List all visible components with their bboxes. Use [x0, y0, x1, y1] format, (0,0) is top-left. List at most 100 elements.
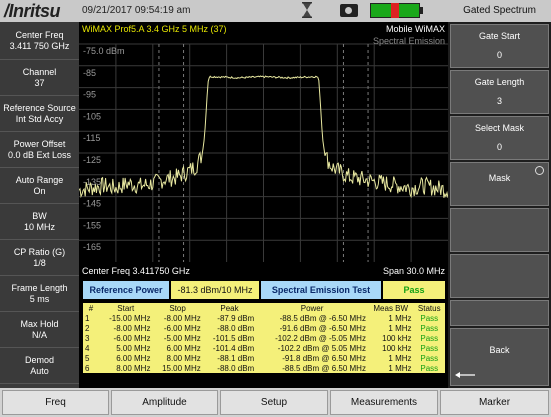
max-hold-param[interactable]: Max Hold N/A	[0, 312, 79, 348]
back-arrow-icon	[455, 372, 475, 378]
power-offset-param[interactable]: Power Offset 0.0 dB Ext Loss	[0, 132, 79, 168]
blank-softkey-3[interactable]	[450, 300, 549, 326]
y-tick-label: -105	[83, 111, 101, 121]
hourglass-icon	[302, 2, 312, 18]
cell-stop: -6.00 MHz	[163, 323, 201, 333]
demod-param[interactable]: Demod Auto	[0, 348, 79, 384]
param-label: Center Freq	[15, 29, 64, 40]
param-value: 37	[34, 77, 45, 88]
main-menu-bar: Freq Amplitude Setup Measurements Marker	[0, 388, 551, 417]
cell-peak: -101.5 dBm	[212, 333, 255, 343]
param-value: Auto	[30, 365, 49, 376]
table-header-row: # Start Stop Peak Power Meas BW Status	[83, 303, 445, 313]
button-label: Gate Start	[478, 31, 521, 41]
cell-start: 5.00 MHz	[116, 343, 151, 353]
param-label: Reference Source	[3, 102, 76, 113]
camera-icon	[340, 4, 358, 17]
cell-status: Pass	[420, 333, 439, 343]
spectrum-trace	[79, 75, 448, 199]
softkey-panel: Gated Spectrum Gate Start 0 Gate Length …	[448, 0, 551, 388]
auto-range-param[interactable]: Auto Range On	[0, 168, 79, 204]
span-readout: Span 30.0 MHz	[382, 266, 445, 276]
cell-peak: -88.1 dBm	[217, 353, 255, 363]
datetime-display: 09/21/2017 09:54:19 am	[82, 5, 191, 16]
cell-status: Pass	[420, 343, 439, 353]
cell-stop: 6.00 MHz	[166, 343, 201, 353]
cell-start: -8.00 MHz	[113, 323, 151, 333]
mode-label: WiMAX Prof5.A 3.4 GHz 5 MHz (37)	[82, 24, 227, 34]
back-button[interactable]: Back	[450, 328, 549, 386]
param-value: On	[33, 185, 46, 196]
cell-meas-bw: 1 MHz	[388, 313, 412, 323]
cell-index: 4	[85, 343, 90, 353]
gate-start-button[interactable]: Gate Start 0	[450, 24, 549, 68]
y-tick-label: -75.0 dBm	[83, 46, 125, 56]
param-value: N/A	[31, 329, 47, 340]
cell-meas-bw: 100 kHz	[382, 343, 412, 353]
y-tick-label: -155	[83, 220, 101, 230]
cell-status: Pass	[420, 323, 439, 333]
standard-label: Mobile WiMAX	[385, 24, 445, 34]
param-value: 3.411 750 GHz	[9, 40, 70, 51]
results-bar: Reference Power -81.3 dBm/10 MHz Spectra…	[83, 281, 445, 299]
cell-status: Pass	[420, 313, 439, 323]
table-row: 1 -15.00 MHz -8.00 MHz -87.9 dBm -88.5 d…	[83, 313, 445, 323]
cp-ratio-param[interactable]: CP Ratio (G) 1/8	[0, 240, 79, 276]
y-tick-label: -165	[83, 242, 101, 252]
measurements-menu-button[interactable]: Measurements	[330, 390, 438, 415]
reference-source-param[interactable]: Reference Source Int Std Accy	[0, 96, 79, 132]
cell-meas-bw: 1 MHz	[388, 323, 412, 333]
test-status-badge: Pass	[383, 281, 445, 299]
reference-power-label: Reference Power	[83, 281, 169, 299]
table-row: 2 -8.00 MHz -6.00 MHz -88.0 dBm -91.6 dB…	[83, 323, 445, 333]
measurement-display: -75.0 dBm -85 -95 -105 -115 -125 -135 -145 -155 -…	[79, 22, 448, 388]
mask-button[interactable]: Mask	[450, 162, 549, 206]
spectrum-plot: -75.0 dBm -85 -95 -105 -115 -125 -135 -145 -155 -…	[79, 43, 448, 262]
y-tick-label: -95	[83, 90, 96, 100]
cell-peak: -101.4 dBm	[212, 343, 255, 353]
setup-menu-button[interactable]: Setup	[220, 390, 328, 415]
cell-meas-bw: 100 kHz	[382, 333, 412, 343]
button-value: 3	[496, 96, 502, 106]
button-label: Back	[489, 345, 510, 355]
cell-power: -91.6 dBm @ -6.50 MHz	[279, 323, 366, 333]
param-value: 1/8	[33, 257, 46, 268]
table-row: 4 5.00 MHz 6.00 MHz -101.4 dBm -102.2 dB…	[83, 343, 445, 353]
gate-length-button[interactable]: Gate Length 3	[450, 70, 549, 114]
freq-menu-button[interactable]: Freq	[2, 390, 109, 415]
battery-icon	[370, 3, 420, 18]
cell-power: -91.8 dBm @ 6.50 MHz	[282, 353, 366, 363]
y-tick-label: -135	[83, 177, 101, 187]
param-label: Demod	[24, 354, 54, 365]
col-header-peak: Peak	[202, 303, 257, 313]
frame-length-param[interactable]: Frame Length 5 ms	[0, 276, 79, 312]
param-label: CP Ratio (G)	[13, 246, 66, 257]
blank-softkey-2[interactable]	[450, 254, 549, 298]
bw-param[interactable]: BW 10 MHz	[0, 204, 79, 240]
button-value: 0	[496, 50, 502, 60]
param-value: Int Std Accy	[15, 113, 64, 124]
marker-menu-button[interactable]: Marker	[440, 390, 549, 415]
y-tick-label: -125	[83, 155, 101, 165]
reference-power-value: -81.3 dBm/10 MHz	[171, 281, 259, 299]
y-tick-label: -145	[83, 199, 101, 209]
cell-power: -102.2 dBm @ -5.05 MHz	[275, 333, 366, 343]
cell-start: 8.00 MHz	[116, 363, 151, 373]
select-mask-button[interactable]: Select Mask 0	[450, 116, 549, 160]
blank-softkey-1[interactable]	[450, 208, 549, 252]
cell-stop: 8.00 MHz	[166, 353, 201, 363]
cell-stop: 15.00 MHz	[162, 363, 201, 373]
center-freq-param[interactable]: Center Freq 3.411 750 GHz	[0, 22, 79, 60]
param-value: 0.0 dB Ext Loss	[7, 149, 72, 160]
button-label: Select Mask	[474, 123, 525, 133]
cell-index: 6	[85, 363, 90, 373]
amplitude-menu-button[interactable]: Amplitude	[111, 390, 218, 415]
param-label: Max Hold	[20, 318, 59, 329]
col-header-index: #	[83, 303, 99, 313]
param-value: 5 ms	[29, 293, 50, 304]
param-label: Auto Range	[15, 174, 64, 185]
cell-peak: -88.0 dBm	[217, 323, 255, 333]
channel-param[interactable]: Channel 37	[0, 60, 79, 96]
brand-logo: /Inritsu	[4, 1, 61, 21]
spectral-emission-test-label: Spectral Emission Test	[261, 281, 381, 299]
